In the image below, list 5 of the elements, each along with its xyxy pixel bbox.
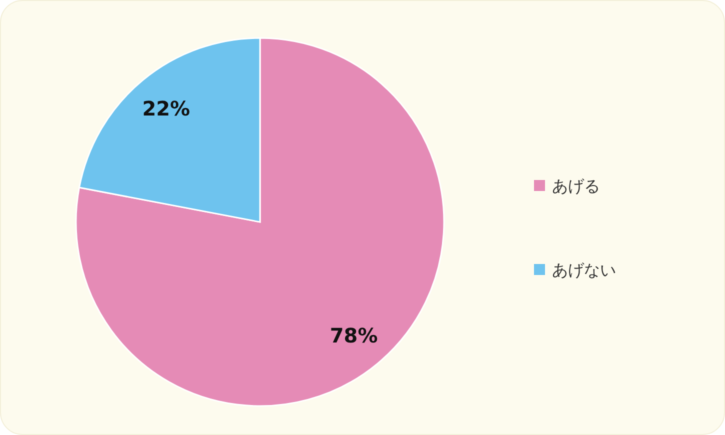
legend-label: あげない	[552, 260, 616, 280]
data-label: 78%	[330, 323, 378, 348]
data-label: 22%	[142, 96, 190, 121]
legend-label: あげる	[552, 176, 600, 196]
pie-slice	[76, 37, 445, 407]
